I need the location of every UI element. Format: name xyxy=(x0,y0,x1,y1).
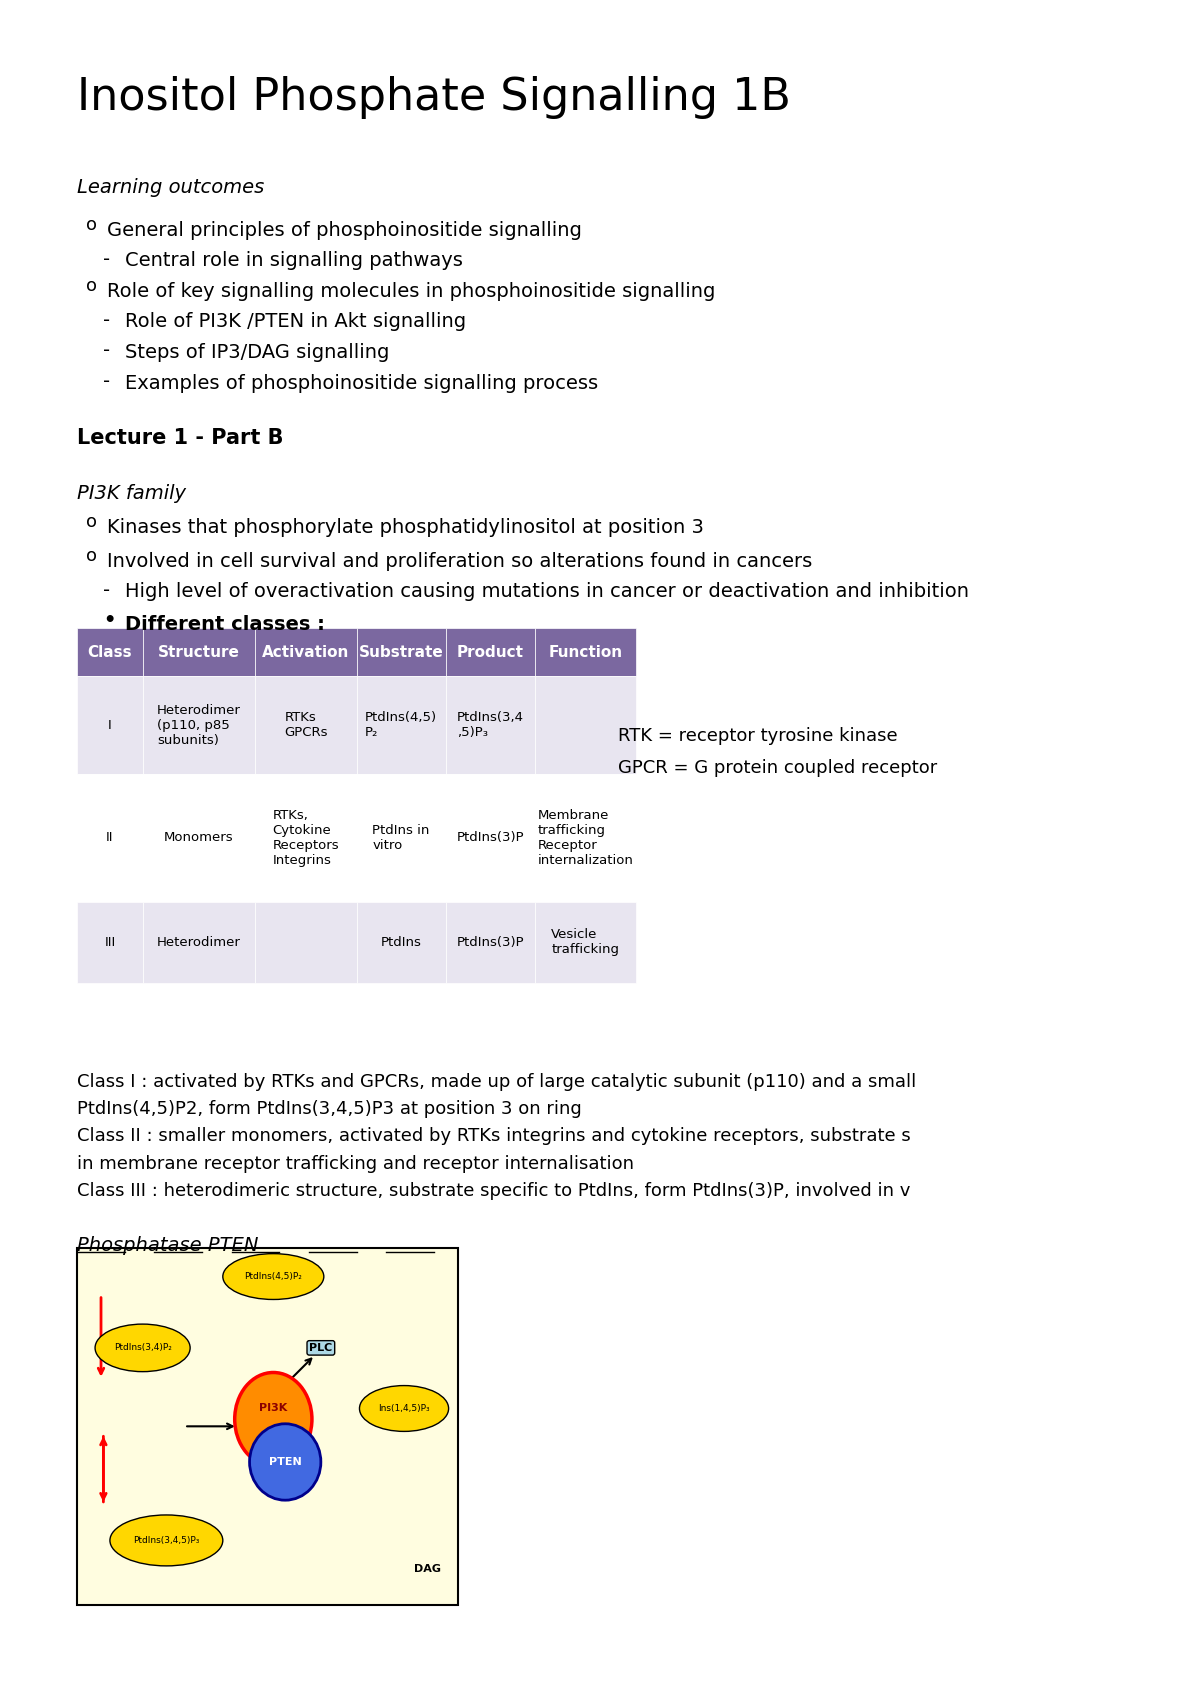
Text: PTEN: PTEN xyxy=(269,1457,301,1467)
Text: GPCR = G protein coupled receptor: GPCR = G protein coupled receptor xyxy=(618,759,937,778)
Text: Ins(1,4,5)P₃: Ins(1,4,5)P₃ xyxy=(378,1404,430,1413)
Text: Steps of IP3/DAG signalling: Steps of IP3/DAG signalling xyxy=(125,343,389,362)
Text: High level of overactivation causing mutations in cancer or deactivation and inh: High level of overactivation causing mut… xyxy=(125,582,968,601)
Text: Lecture 1 - Part B: Lecture 1 - Part B xyxy=(77,428,283,448)
Text: Involved in cell survival and proliferation so alterations found in cancers: Involved in cell survival and proliferat… xyxy=(107,552,812,571)
Text: RTKs
GPCRs: RTKs GPCRs xyxy=(284,711,328,739)
Text: I: I xyxy=(108,718,112,732)
Text: Heterodimer: Heterodimer xyxy=(157,936,241,949)
Text: RTKs,
Cytokine
Receptors
Integrins: RTKs, Cytokine Receptors Integrins xyxy=(272,808,340,868)
Text: PtdIns in
vitro: PtdIns in vitro xyxy=(372,824,430,852)
Text: Substrate: Substrate xyxy=(359,645,444,659)
FancyBboxPatch shape xyxy=(535,902,636,983)
FancyBboxPatch shape xyxy=(77,628,143,676)
Text: Product: Product xyxy=(457,645,523,659)
Ellipse shape xyxy=(235,1372,312,1465)
FancyBboxPatch shape xyxy=(535,774,636,902)
Text: Different classes :: Different classes : xyxy=(125,615,325,633)
FancyBboxPatch shape xyxy=(445,902,535,983)
FancyBboxPatch shape xyxy=(143,774,256,902)
FancyBboxPatch shape xyxy=(256,902,356,983)
Text: o: o xyxy=(85,216,96,234)
Text: PtdIns(4,5)P2, form PtdIns(3,4,5)P3 at position 3 on ring: PtdIns(4,5)P2, form PtdIns(3,4,5)P3 at p… xyxy=(77,1100,582,1119)
Text: Inositol Phosphate Signalling 1B: Inositol Phosphate Signalling 1B xyxy=(77,76,791,119)
Text: Role of PI3K /PTEN in Akt signalling: Role of PI3K /PTEN in Akt signalling xyxy=(125,312,466,331)
Text: PtdIns(4,5)P₂: PtdIns(4,5)P₂ xyxy=(245,1272,302,1280)
FancyBboxPatch shape xyxy=(77,676,143,774)
Text: II: II xyxy=(106,832,114,844)
FancyBboxPatch shape xyxy=(356,628,445,676)
Text: PtdIns(3)P: PtdIns(3)P xyxy=(456,936,524,949)
Text: •: • xyxy=(103,611,115,630)
Text: Central role in signalling pathways: Central role in signalling pathways xyxy=(125,251,463,270)
FancyBboxPatch shape xyxy=(143,676,256,774)
Text: PtdIns(3,4
,5)P₃: PtdIns(3,4 ,5)P₃ xyxy=(457,711,523,739)
Ellipse shape xyxy=(110,1515,223,1566)
Text: RTK = receptor tyrosine kinase: RTK = receptor tyrosine kinase xyxy=(618,727,898,745)
Text: PI3K: PI3K xyxy=(259,1404,288,1413)
FancyBboxPatch shape xyxy=(356,774,445,902)
FancyBboxPatch shape xyxy=(256,628,356,676)
Text: -: - xyxy=(103,341,110,360)
Text: Learning outcomes: Learning outcomes xyxy=(77,178,264,197)
Text: PI3K family: PI3K family xyxy=(77,484,186,503)
Ellipse shape xyxy=(95,1324,190,1372)
Text: Structure: Structure xyxy=(158,645,240,659)
Text: Monomers: Monomers xyxy=(164,832,234,844)
Text: o: o xyxy=(85,513,96,531)
Text: -: - xyxy=(103,372,110,391)
Text: Kinases that phosphorylate phosphatidylinositol at position 3: Kinases that phosphorylate phosphatidyli… xyxy=(107,518,704,537)
Text: Class I : activated by RTKs and GPCRs, made up of large catalytic subunit (p110): Class I : activated by RTKs and GPCRs, m… xyxy=(77,1073,917,1092)
Text: o: o xyxy=(85,277,96,295)
Text: Class III : heterodimeric structure, substrate specific to PtdIns, form PtdIns(3: Class III : heterodimeric structure, sub… xyxy=(77,1182,911,1200)
FancyBboxPatch shape xyxy=(77,1248,457,1605)
FancyBboxPatch shape xyxy=(445,628,535,676)
FancyBboxPatch shape xyxy=(143,902,256,983)
FancyBboxPatch shape xyxy=(256,676,356,774)
Text: PtdIns(3,4,5)P₃: PtdIns(3,4,5)P₃ xyxy=(133,1537,199,1545)
Ellipse shape xyxy=(250,1423,320,1501)
Text: PLC: PLC xyxy=(310,1343,332,1353)
Text: PtdIns(4,5)
P₂: PtdIns(4,5) P₂ xyxy=(365,711,437,739)
Ellipse shape xyxy=(360,1386,449,1431)
Text: -: - xyxy=(103,250,110,268)
Text: -: - xyxy=(103,311,110,329)
Text: Vesicle
trafficking: Vesicle trafficking xyxy=(551,929,619,956)
FancyBboxPatch shape xyxy=(445,774,535,902)
FancyBboxPatch shape xyxy=(356,676,445,774)
Text: DAG: DAG xyxy=(414,1564,442,1574)
Text: General principles of phosphoinositide signalling: General principles of phosphoinositide s… xyxy=(107,221,582,239)
Text: PtdIns(3,4)P₂: PtdIns(3,4)P₂ xyxy=(114,1343,172,1352)
FancyBboxPatch shape xyxy=(356,902,445,983)
Text: III: III xyxy=(104,936,115,949)
Text: Phosphatase PTEN: Phosphatase PTEN xyxy=(77,1236,259,1255)
FancyBboxPatch shape xyxy=(256,774,356,902)
Ellipse shape xyxy=(223,1253,324,1299)
FancyBboxPatch shape xyxy=(535,628,636,676)
Text: Class: Class xyxy=(88,645,132,659)
Text: Role of key signalling molecules in phosphoinositide signalling: Role of key signalling molecules in phos… xyxy=(107,282,715,301)
Text: Membrane
trafficking
Receptor
internalization: Membrane trafficking Receptor internaliz… xyxy=(538,808,634,868)
Text: Examples of phosphoinositide signalling process: Examples of phosphoinositide signalling … xyxy=(125,374,598,392)
FancyBboxPatch shape xyxy=(143,628,256,676)
Text: Function: Function xyxy=(548,645,623,659)
Text: PtdIns(3)P: PtdIns(3)P xyxy=(456,832,524,844)
Text: in membrane receptor trafficking and receptor internalisation: in membrane receptor trafficking and rec… xyxy=(77,1155,635,1173)
Text: Activation: Activation xyxy=(263,645,349,659)
FancyBboxPatch shape xyxy=(445,676,535,774)
FancyBboxPatch shape xyxy=(535,676,636,774)
Text: Class II : smaller monomers, activated by RTKs integrins and cytokine receptors,: Class II : smaller monomers, activated b… xyxy=(77,1127,911,1146)
Text: o: o xyxy=(85,547,96,565)
FancyBboxPatch shape xyxy=(77,774,143,902)
Text: -: - xyxy=(103,581,110,599)
FancyBboxPatch shape xyxy=(77,902,143,983)
Text: PtdIns: PtdIns xyxy=(380,936,421,949)
Text: Heterodimer
(p110, p85
subunits): Heterodimer (p110, p85 subunits) xyxy=(157,703,241,747)
